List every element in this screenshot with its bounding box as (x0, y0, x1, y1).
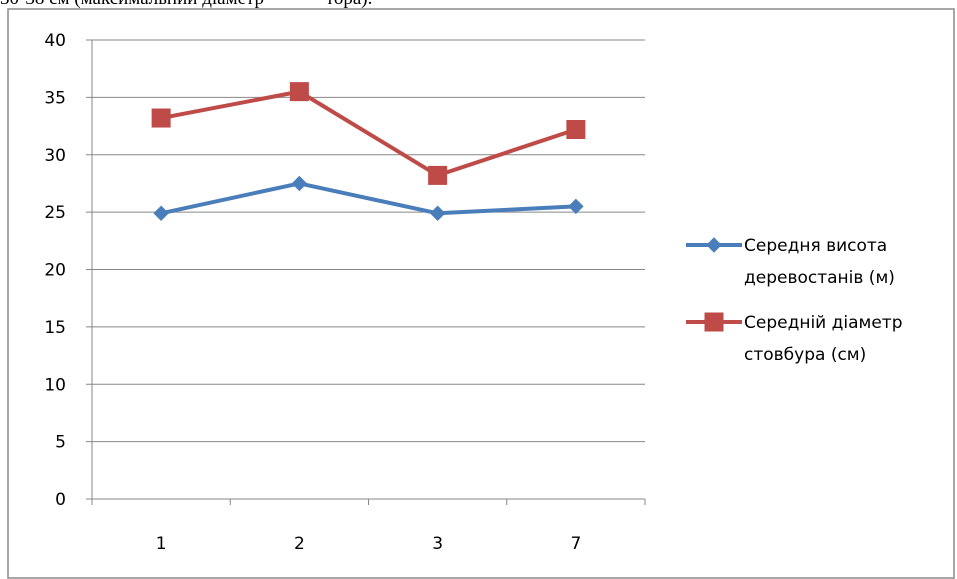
series-2-point-2 (289, 82, 309, 102)
series-2-point-1 (151, 108, 171, 128)
gridlines (92, 39, 645, 443)
legend-label-2-line-1: Середній діаметр (744, 313, 903, 333)
y-tick-label-40: 40 (44, 31, 66, 51)
legend-label-2-line-2: стовбура (см) (744, 345, 866, 365)
legend-item-1: Середня висота деревостанів (м) (686, 236, 895, 288)
y-tick-label-0: 0 (55, 490, 66, 510)
y-tick-label-20: 20 (44, 261, 66, 281)
series-2-point-7 (566, 120, 586, 140)
x-tick-label-2: 2 (294, 534, 305, 554)
series-1-point-1 (153, 205, 169, 221)
y-tick-label-30: 30 (44, 146, 66, 166)
y-tick-label-5: 5 (55, 433, 66, 453)
legend-label-1-line-1: Середня висота (744, 236, 887, 256)
axes: 0 5 10 15 20 25 30 35 40 1 2 3 7 (44, 31, 646, 554)
y-tick-label-10: 10 (44, 375, 66, 395)
legend: Середня висота деревостанів (м) Середній д… (686, 236, 903, 365)
legend-item-2: Середній діаметр стовбура (см) (686, 312, 903, 365)
x-tick-label-1: 1 (156, 534, 167, 554)
x-tick-label-7: 7 (570, 534, 581, 554)
legend-label-1-line-2: деревостанів (м) (744, 268, 895, 288)
series-1-point-7 (568, 198, 584, 215)
legend-marker-2 (704, 312, 724, 332)
legend-marker-1 (706, 237, 722, 253)
chart-frame (7, 8, 955, 579)
series-1 (153, 175, 584, 221)
y-tick-label-15: 15 (44, 318, 66, 338)
series-2 (151, 82, 586, 185)
series-2-point-3 (428, 165, 448, 185)
series-group (151, 82, 586, 221)
y-tick-label-35: 35 (44, 88, 66, 108)
x-tick-label-3: 3 (432, 534, 443, 554)
series-2-line (160, 89, 577, 178)
series-1-point-3 (429, 205, 446, 221)
document-text-fragment: 30-38 см (максимальний діаметр тора). (0, 0, 372, 9)
y-tick-label-25: 25 (44, 203, 66, 223)
series-1-line (160, 181, 576, 216)
series-1-point-2 (291, 175, 308, 192)
